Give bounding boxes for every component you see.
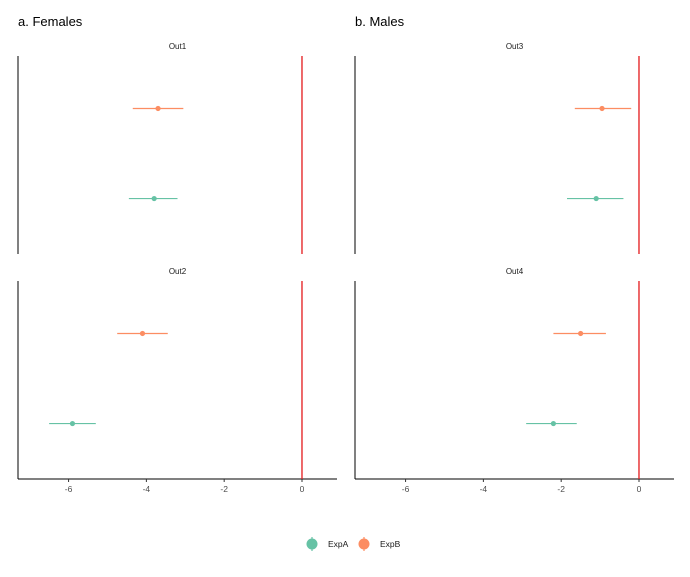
x-tick-label: 0 (300, 484, 305, 494)
x-tick-label: -2 (557, 484, 565, 494)
x-tick-label: -6 (65, 484, 73, 494)
text-layer: a. Females Out1 Out2 -6 -4 -2 0 b. Males Out3 Out… (18, 14, 642, 494)
x-tick-label: -4 (143, 484, 151, 494)
legend-label: ExpA (328, 539, 349, 549)
facet-strip-label: Out1 (169, 42, 187, 51)
x-tick-label: -2 (220, 484, 228, 494)
axes-layer (17, 56, 674, 482)
panel-title: b. Males (355, 14, 405, 29)
legend-key-dot (358, 538, 370, 550)
point-estimate-expb (599, 105, 605, 112)
legend-key-dot (306, 538, 318, 550)
marks-layer (49, 56, 640, 479)
point-estimate-expb (139, 330, 146, 337)
x-tick-label: -6 (402, 484, 410, 494)
legend-label: ExpB (380, 539, 401, 549)
point-estimate-expb (155, 105, 161, 112)
point-estimate-expa (593, 195, 599, 202)
point-estimate-expa (151, 195, 157, 202)
point-estimate-expb (578, 330, 584, 337)
facet-strip-label: Out4 (506, 267, 524, 276)
point-estimate-expa (69, 420, 76, 427)
point-estimate-expa (550, 420, 557, 427)
panel-title: a. Females (18, 14, 83, 29)
x-tick-label: -4 (480, 484, 488, 494)
legend: ExpA ExpB (306, 537, 401, 551)
facet-strip-label: Out3 (506, 42, 524, 51)
facet-strip-label: Out2 (169, 267, 187, 276)
x-tick-label: 0 (637, 484, 642, 494)
